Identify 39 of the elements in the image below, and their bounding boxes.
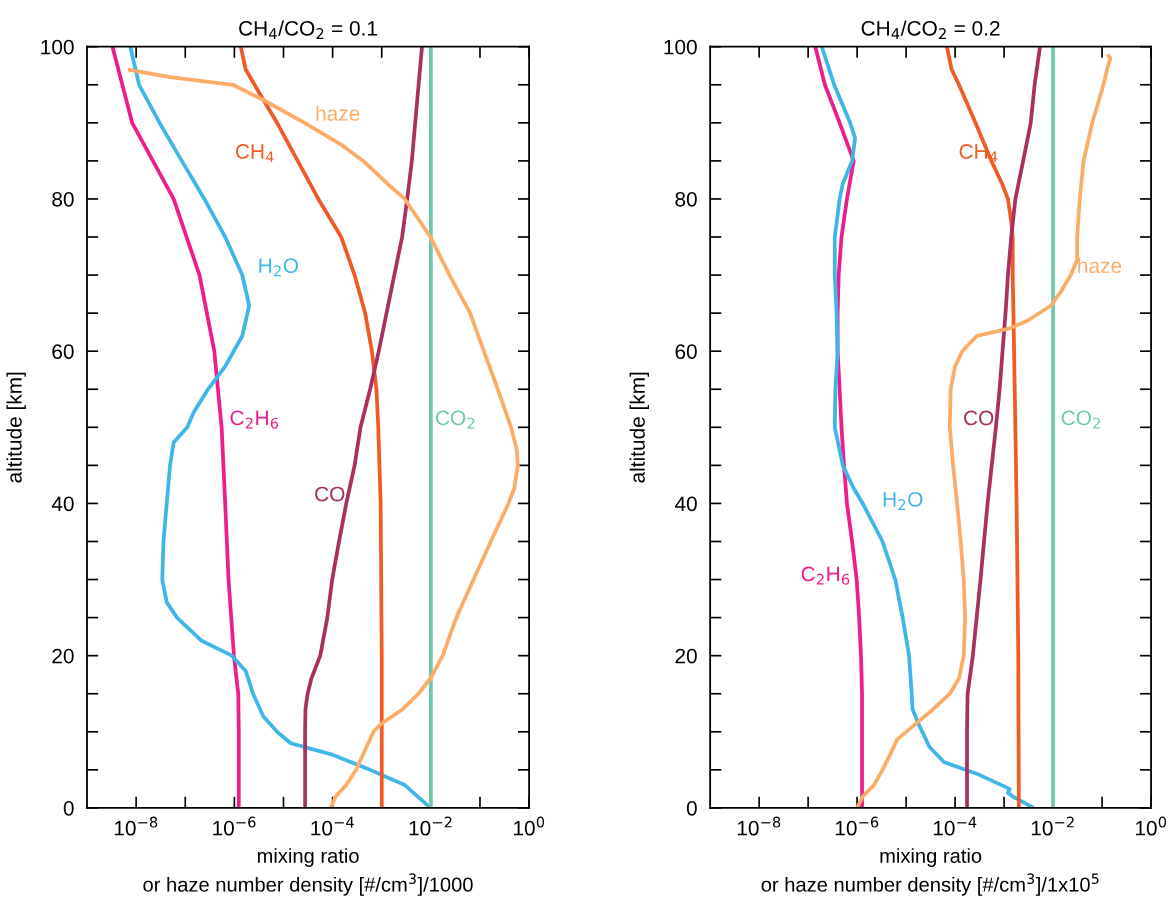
x-axis-title: mixing ratio or haze number density [#/cm$^{3}$]/1000 [143,848,473,896]
x-tick-label: 10$^{0}$ [1135,816,1167,836]
y-tick-label: 20 [675,648,697,664]
x-axis-title: mixing ratio or haze number density [#/cm$^{3}$]/1x10$^{5}$ [761,848,1099,896]
x-tick-label: 10$^{0}$ [514,816,545,836]
x-tick-label: 10$^{−4}$ [311,816,354,836]
y-tick-label: 0 [63,800,74,816]
series-label: CO [315,486,345,502]
chart-title: CH$_{4}$/CO$_{2}$ = 0.1 [239,20,377,39]
x-tick-label: 10$^{−2}$ [1031,816,1074,836]
y-tick-label: 80 [52,191,74,207]
y-tick-label: 60 [52,344,74,359]
series-label: haze [1078,257,1122,274]
y-tick-label: 100 [41,39,74,55]
y-tick-label: 40 [51,496,74,512]
y-tick-label: 80 [675,191,697,207]
chart-title: CH$_{4}$/CO$_{2}$ = 0.2 [861,20,1000,39]
series-label: haze [316,105,360,121]
y-axis-title: altitude [km] [629,372,649,483]
y-tick-label: 0 [686,800,697,816]
x-tick-label: 10$^{−6}$ [835,816,879,836]
series-label: H$_{2}$O [259,258,299,277]
x-tick-label: 10$^{−8}$ [114,816,158,836]
y-tick-label: 100 [664,39,697,55]
x-tick-label: 10$^{−2}$ [409,816,452,836]
x-tick-label: 10$^{−8}$ [737,816,781,836]
series-label: C$_{2}$H$_{6}$ [801,566,850,585]
series-label: CO$_{2}$ [436,410,475,429]
x-tick-label: 10$^{−6}$ [213,816,256,836]
y-tick-label: 60 [675,344,697,359]
series-label: CO [964,410,994,426]
series-label: C$_{2}$H$_{6}$ [230,410,279,429]
x-tick-label: 10$^{−4}$ [933,816,977,836]
y-tick-label: 40 [674,496,697,512]
series-label: H$_{2}$O [883,491,923,510]
series-label: CH$_{4}$ [235,144,274,163]
y-axis-title: altitude [km] [6,372,26,483]
series-label: CO$_{2}$ [1061,410,1100,429]
y-tick-label: 20 [52,648,74,664]
